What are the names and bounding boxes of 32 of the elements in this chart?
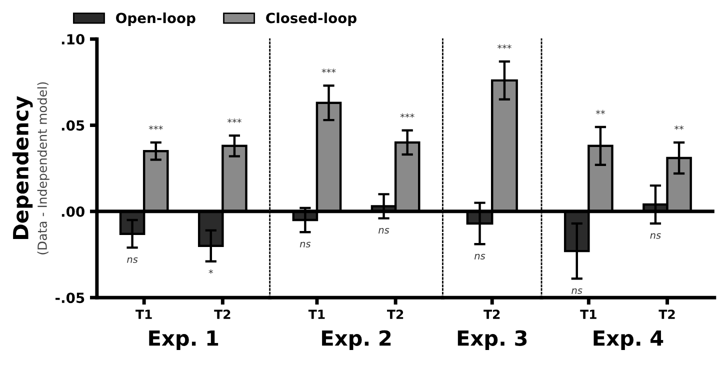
x-tick-label: T2 [387,310,404,319]
x-tick-label: T1 [136,310,152,319]
annotation: *** [322,68,336,73]
annotation: *** [497,44,512,49]
x-axis-title: Exp. 2 [322,330,391,350]
x-tick-label: T1 [308,310,325,319]
y-tick-label: .10 [62,34,84,45]
annotation: ns [127,257,138,263]
x-tick-label: T2 [658,310,675,319]
legend-label: Open-loop [116,12,196,26]
annotation: ** [674,125,684,130]
y-axis-title: Dependency (Data - Independent model) [12,82,50,254]
annotation: *** [400,113,414,118]
annotation: ns [300,242,311,248]
annotation: *** [148,125,163,130]
annotation: *** [227,118,242,123]
annotation: ** [596,110,606,114]
x-tick-label: T1 [580,310,596,319]
y-tick-label: -.05 [56,292,84,304]
x-axis-title: Exp. 1 [149,330,218,350]
annotation: ns [650,233,661,239]
x-axis-title: Exp. 3 [458,330,527,350]
y-tick-label: .00 [62,206,84,217]
x-tick-label: T2 [214,310,230,319]
annotation: * [208,269,214,274]
legend-label: Closed-loop [266,12,356,26]
annotation: ns [378,228,390,234]
annotation: ns [474,254,486,260]
x-axis-title: Exp. 4 [594,330,664,350]
x-tick-label: T2 [484,310,500,319]
annotation: ns [572,288,582,294]
y-tick-label: .05 [62,120,84,131]
